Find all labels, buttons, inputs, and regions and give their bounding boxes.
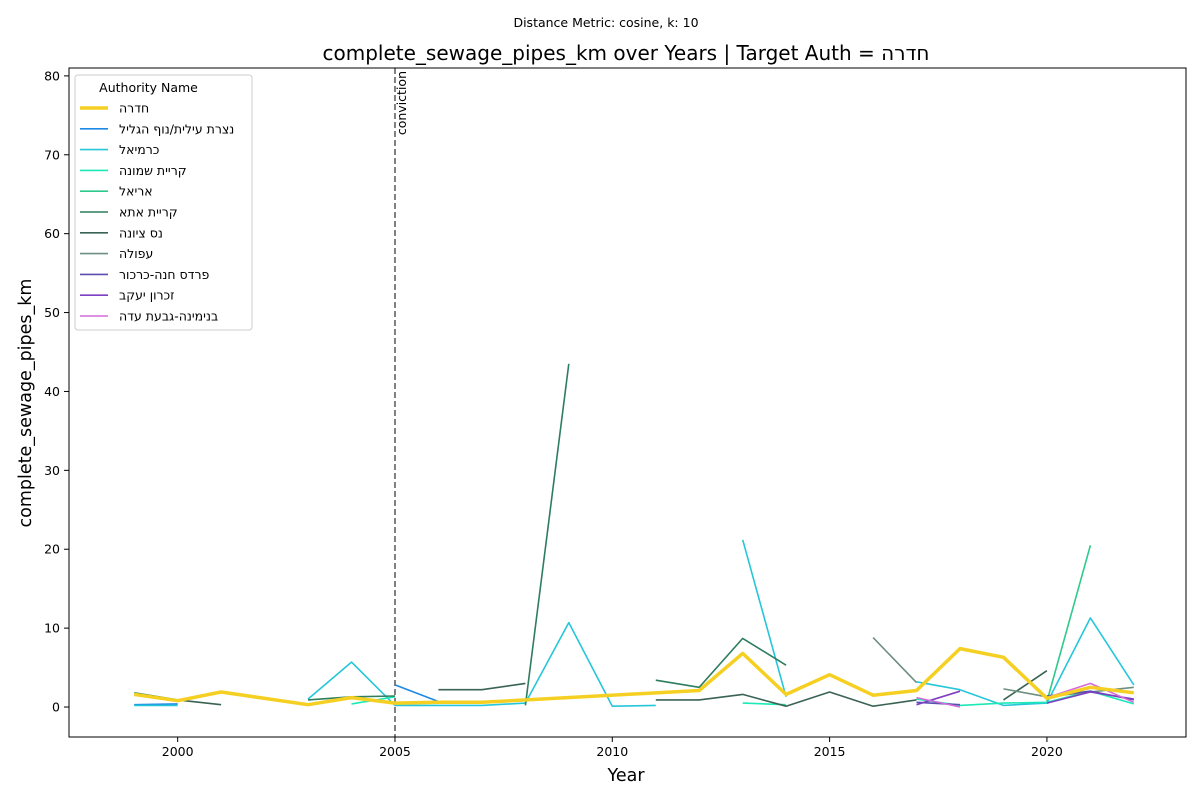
legend-item: בנימינה-גבעת עדה — [80, 309, 218, 324]
series-line — [655, 637, 787, 689]
series-line — [655, 691, 917, 708]
y-tick-label: 70 — [44, 147, 60, 162]
plot-area: conviction — [68, 67, 1187, 738]
x-tick-label: 2015 — [814, 744, 846, 759]
legend: Authority Name חדרה נצרת עילית/נוף הגליל כר… — [74, 74, 253, 331]
legend-label: כרמיאל — [119, 142, 159, 157]
series-line — [133, 646, 1135, 707]
legend-label: חדרה — [119, 101, 149, 116]
series-נצרת עילית/נוף הגליל — [134, 684, 439, 706]
legend-label: זכרון יעקב — [119, 288, 175, 303]
series-חדרה — [133, 646, 1135, 707]
legend-item: עפולה — [80, 246, 153, 261]
legend-item: אריאל — [80, 184, 153, 199]
x-tick-label: 2020 — [1031, 744, 1063, 759]
series-line — [872, 637, 918, 684]
y-tick-label: 60 — [44, 226, 60, 241]
legend-label: קריית אתא — [119, 205, 178, 220]
y-axis: 0 10 20 30 40 50 60 70 80 — [44, 68, 69, 715]
series-line — [307, 621, 656, 708]
legend-label: עפולה — [119, 246, 153, 261]
x-axis-label: Year — [606, 766, 645, 786]
series-line — [438, 682, 526, 691]
legend-box — [74, 74, 253, 331]
x-tick-label: 2000 — [162, 744, 194, 759]
series-line — [134, 703, 178, 706]
plot-frame — [68, 67, 1187, 738]
legend-item: קריית אתא — [80, 205, 178, 220]
legend-label: אריאל — [119, 184, 153, 199]
legend-title: Authority Name — [99, 80, 198, 95]
series-line — [524, 363, 570, 706]
legend-item: קריית שמונה — [80, 163, 187, 178]
y-tick-label: 40 — [44, 384, 60, 399]
legend-item: נס ציונה — [80, 225, 163, 240]
legend-label: קריית שמונה — [119, 163, 187, 178]
chart-title: complete_sewage_pipes_km over Years | Ta… — [323, 41, 930, 65]
suptitle: Distance Metric: cosine, k: 10 — [513, 15, 698, 30]
x-tick-label: 2005 — [379, 744, 411, 759]
legend-label: פרדס חנה-כרכור — [119, 267, 210, 282]
y-tick-label: 10 — [44, 621, 60, 636]
y-tick-label: 80 — [44, 68, 60, 83]
series-line — [394, 684, 439, 703]
legend-label: בנימינה-גבעת עדה — [119, 309, 218, 324]
series-line — [916, 696, 961, 708]
legend-label: נס ציונה — [119, 225, 163, 240]
legend-item: נצרת עילית/נוף הגליל — [80, 121, 234, 136]
series-line — [916, 617, 1135, 707]
y-tick-label: 30 — [44, 463, 60, 478]
series-line — [741, 539, 787, 698]
legend-label: נצרת עילית/נוף הגליל — [119, 121, 234, 136]
series-line — [1046, 545, 1092, 702]
series-line — [1003, 670, 1048, 701]
y-tick-label: 50 — [44, 305, 60, 320]
legend-item: פרדס חנה-כרכור — [80, 267, 210, 282]
legend-item: חדרה — [80, 101, 149, 116]
y-tick-label: 20 — [44, 542, 60, 557]
legend-item: זכרון יעקב — [80, 288, 175, 303]
series-line — [916, 690, 961, 706]
x-tick-label: 2010 — [596, 744, 628, 759]
y-axis-label: complete_sewage_pipes_km — [16, 279, 36, 528]
series-כרמיאל — [134, 539, 1135, 708]
series-אריאל — [1046, 545, 1092, 702]
x-axis: 2000 2005 2010 2015 2020 — [162, 737, 1063, 759]
event-line-label: conviction — [394, 71, 409, 135]
legend-item: כרמיאל — [80, 142, 159, 157]
series-קריית אתא — [134, 363, 787, 706]
y-tick-label: 0 — [52, 700, 60, 715]
